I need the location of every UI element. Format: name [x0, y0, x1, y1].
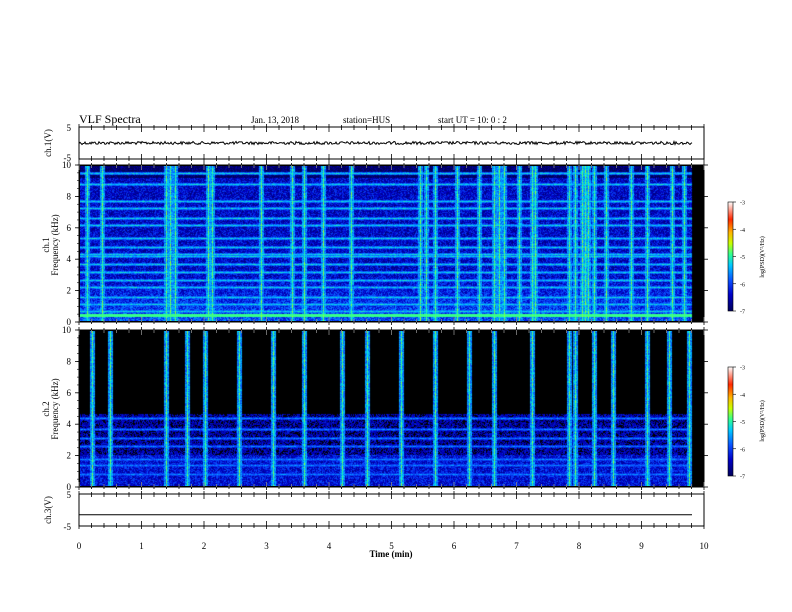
ch3-ytick-top: 5	[67, 490, 72, 500]
y-tick-label: 4	[67, 254, 72, 264]
x-tick-label: 3	[264, 541, 269, 551]
x-tick-label: 1	[139, 541, 144, 551]
y-tick-label: 8	[67, 191, 72, 201]
y-tick-label: 6	[67, 388, 72, 398]
colorbar-tick-label: -6	[740, 282, 745, 288]
x-axis-tick-labels: 0 1 2 3 4 5 6 7 8 9 10	[77, 541, 709, 551]
colorbar-tick-label: -6	[740, 447, 745, 453]
ch2-spectrogram-ylabel-channel: ch.2	[41, 401, 51, 416]
ch3-waveform-panel: 5 -5 ch.3(V)	[43, 490, 705, 532]
y-tick-label: 2	[67, 451, 72, 461]
header-date: Jan. 13, 2018	[251, 115, 299, 125]
x-tick-label: 9	[639, 541, 644, 551]
ch1-spectrogram-ylabel-freq: Frequency (kHz)	[50, 214, 60, 275]
header-start-time: start UT = 10: 0 : 2	[438, 115, 507, 125]
colorbar-tick-label: -4	[740, 393, 745, 399]
x-tick-label: 4	[327, 541, 332, 551]
ch1-ylabel: ch.1(V)	[43, 129, 53, 157]
x-axis-label: Time (min)	[369, 549, 412, 559]
ch2-spectrogram-ticks	[75, 327, 708, 490]
ch2-colorbar-label: log(PSD)(V²/Hz)	[759, 400, 766, 441]
ch1-waveform-ticks	[78, 124, 705, 162]
colorbar-tick-label: -3	[740, 366, 745, 372]
x-tick-label: 7	[514, 541, 519, 551]
y-tick-label: 10	[62, 160, 72, 170]
ch1-colorbar-label: log(PSD)(V²/Hz)	[759, 236, 766, 277]
x-tick-label: 2	[202, 541, 207, 551]
x-tick-label: 8	[577, 541, 582, 551]
ch1-spectrogram-ticks	[75, 162, 708, 325]
colorbar-tick-label: -3	[740, 201, 745, 207]
y-tick-label: 2	[67, 286, 72, 296]
ch1-waveform-panel: 5 -5 ch.1(V)	[43, 123, 705, 163]
ch1-spectrogram-image	[80, 166, 703, 321]
ch2-spectrogram-image	[80, 331, 703, 486]
y-tick-label: 0	[67, 317, 72, 327]
ch3-waveform-ticks	[78, 491, 705, 529]
ch3-ytick-bottom: -5	[64, 522, 72, 532]
ch1-spectrogram-ylabel-channel: ch.1	[41, 237, 51, 252]
colorbar-tick-label: -7	[740, 310, 745, 316]
x-tick-label: 6	[452, 541, 457, 551]
ch3-ylabel: ch.3(V)	[43, 496, 53, 524]
x-tick-label: 0	[77, 541, 82, 551]
ch1-colorbar: -3 -4 -5 -6 -7 log(PSD)(V²/Hz)	[727, 201, 766, 316]
ch1-waveform-trace	[78, 139, 693, 146]
ch1-ytick-top: 5	[67, 123, 72, 133]
x-tick-label: 10	[700, 541, 710, 551]
figure-title: VLF Spectra	[79, 112, 141, 126]
header-station: station=HUS	[343, 115, 390, 125]
ch1-spectrogram-panel: 0 2 4 6 8 10 ch.1 Frequency (kHz)	[41, 160, 708, 327]
y-tick-label: 0	[67, 482, 72, 492]
colorbar-tick-label: -5	[740, 255, 745, 261]
y-tick-label: 6	[67, 223, 72, 233]
ch2-colorbar: -3 -4 -5 -6 -7 log(PSD)(V²/Hz)	[727, 366, 766, 481]
ch1-ytick-bottom: -5	[64, 153, 72, 163]
colorbar-tick-label: -4	[740, 228, 745, 234]
x-tick-label: 5	[389, 541, 394, 551]
ch2-spectrogram-ylabel-freq: Frequency (kHz)	[50, 378, 60, 439]
y-tick-label: 4	[67, 419, 72, 429]
colorbar-tick-label: -5	[740, 420, 745, 426]
y-tick-label: 8	[67, 356, 72, 366]
ch2-spectrogram-panel: 0 2 4 6 8 10 ch.2 Frequency (kHz)	[41, 325, 708, 492]
y-tick-label: 10	[62, 325, 72, 335]
colorbar-tick-label: -7	[740, 475, 745, 481]
